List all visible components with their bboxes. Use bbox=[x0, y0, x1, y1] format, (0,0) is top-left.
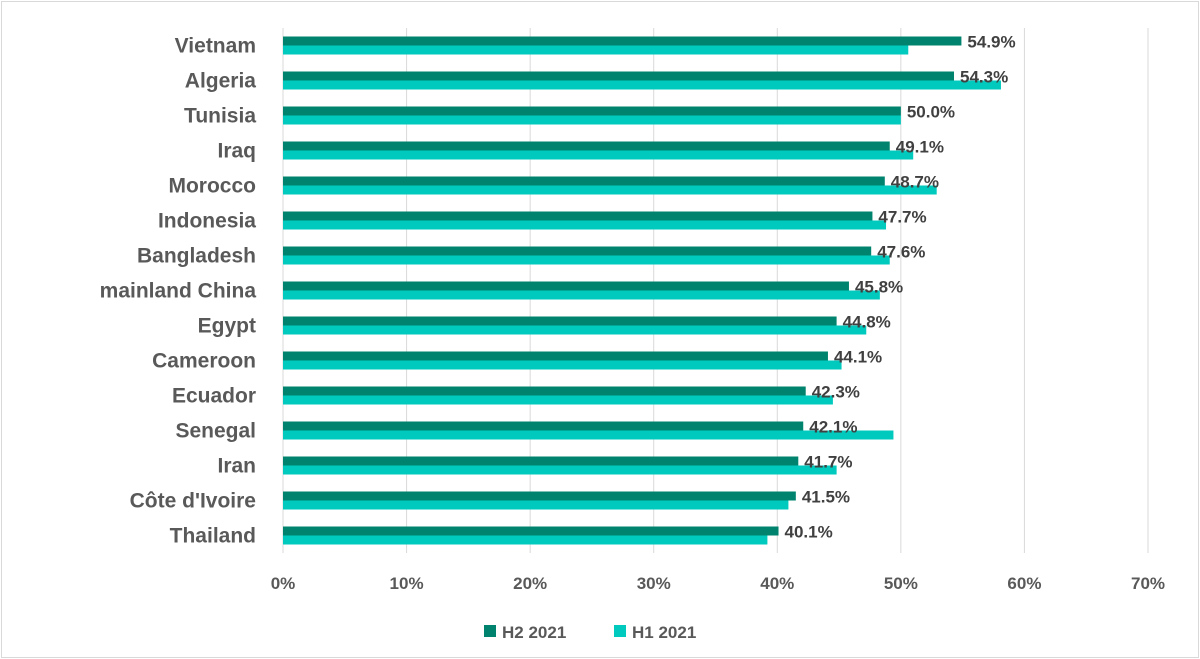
x-tick-label: 50% bbox=[884, 574, 918, 593]
category-label: Vietnam bbox=[175, 35, 256, 58]
category-label: Egypt bbox=[198, 315, 256, 338]
category-label: Algeria bbox=[185, 70, 257, 93]
data-label: 45.8% bbox=[855, 278, 903, 297]
bar-h2-2021 bbox=[283, 246, 872, 256]
data-label: 47.6% bbox=[877, 243, 925, 262]
data-label: 41.5% bbox=[802, 488, 850, 507]
x-tick-label: 10% bbox=[390, 574, 424, 593]
bar-h2-2021 bbox=[283, 386, 806, 396]
data-label: 54.9% bbox=[967, 33, 1015, 52]
category-label: Senegal bbox=[175, 420, 256, 443]
category-label: Ecuador bbox=[172, 385, 256, 408]
x-tick-label: 30% bbox=[637, 574, 671, 593]
legend-label: H2 2021 bbox=[502, 623, 566, 642]
bar-h2-2021 bbox=[283, 526, 779, 536]
category-label: Indonesia bbox=[158, 210, 256, 233]
bar-h1-2021 bbox=[283, 535, 768, 545]
data-label: 41.7% bbox=[804, 453, 852, 472]
category-label: mainland China bbox=[100, 280, 257, 303]
data-label: 42.1% bbox=[809, 418, 857, 437]
category-label: Bangladesh bbox=[137, 245, 256, 268]
data-label: 40.1% bbox=[785, 523, 833, 542]
category-label: Thailand bbox=[170, 525, 256, 548]
legend-label: H1 2021 bbox=[632, 623, 696, 642]
bar-h1-2021 bbox=[283, 255, 890, 265]
bar-h1-2021 bbox=[283, 80, 1001, 90]
category-label: Iraq bbox=[217, 140, 256, 163]
bar-h2-2021 bbox=[283, 421, 804, 431]
bar-h2-2021 bbox=[283, 491, 796, 501]
bar-h1-2021 bbox=[283, 395, 833, 405]
data-label: 47.7% bbox=[878, 208, 926, 227]
category-label: Iran bbox=[217, 455, 256, 478]
x-tick-label: 0% bbox=[271, 574, 296, 593]
data-label: 54.3% bbox=[960, 68, 1008, 87]
x-tick-label: 20% bbox=[513, 574, 547, 593]
category-label: Cameroon bbox=[152, 350, 256, 373]
legend-swatch bbox=[484, 625, 496, 637]
bar-h1-2021 bbox=[283, 290, 880, 300]
data-label: 44.1% bbox=[834, 348, 882, 367]
bar-h2-2021 bbox=[283, 211, 873, 221]
bar-h2-2021 bbox=[283, 316, 837, 326]
bar-h1-2021 bbox=[283, 45, 909, 55]
x-tick-label: 40% bbox=[760, 574, 794, 593]
bar-h2-2021 bbox=[283, 71, 954, 81]
bar-h2-2021 bbox=[283, 141, 890, 151]
bar-h2-2021 bbox=[283, 351, 828, 361]
bar-h1-2021 bbox=[283, 430, 894, 440]
data-label: 48.7% bbox=[891, 173, 939, 192]
data-label: 44.8% bbox=[843, 313, 891, 332]
bar-h2-2021 bbox=[283, 106, 901, 116]
legend-swatch bbox=[614, 625, 626, 637]
bar-h1-2021 bbox=[283, 220, 887, 230]
bar-h2-2021 bbox=[283, 281, 849, 291]
bar-h1-2021 bbox=[283, 500, 789, 510]
data-label: 42.3% bbox=[812, 383, 860, 402]
data-label: 50.0% bbox=[907, 103, 955, 122]
data-label: 49.1% bbox=[896, 138, 944, 157]
bar-h1-2021 bbox=[283, 115, 901, 125]
bar-h2-2021 bbox=[283, 176, 885, 186]
bar-h1-2021 bbox=[283, 325, 867, 335]
category-label: Tunisia bbox=[184, 105, 256, 128]
bar-h1-2021 bbox=[283, 150, 914, 160]
bar-h1-2021 bbox=[283, 465, 837, 475]
x-tick-label: 70% bbox=[1131, 574, 1165, 593]
category-label: Morocco bbox=[168, 175, 256, 198]
x-tick-label: 60% bbox=[1007, 574, 1041, 593]
bar-h1-2021 bbox=[283, 360, 842, 370]
category-label: Côte d'Ivoire bbox=[130, 490, 256, 513]
bar-h2-2021 bbox=[283, 456, 799, 466]
bar-h2-2021 bbox=[283, 36, 962, 46]
bar-h1-2021 bbox=[283, 185, 937, 195]
